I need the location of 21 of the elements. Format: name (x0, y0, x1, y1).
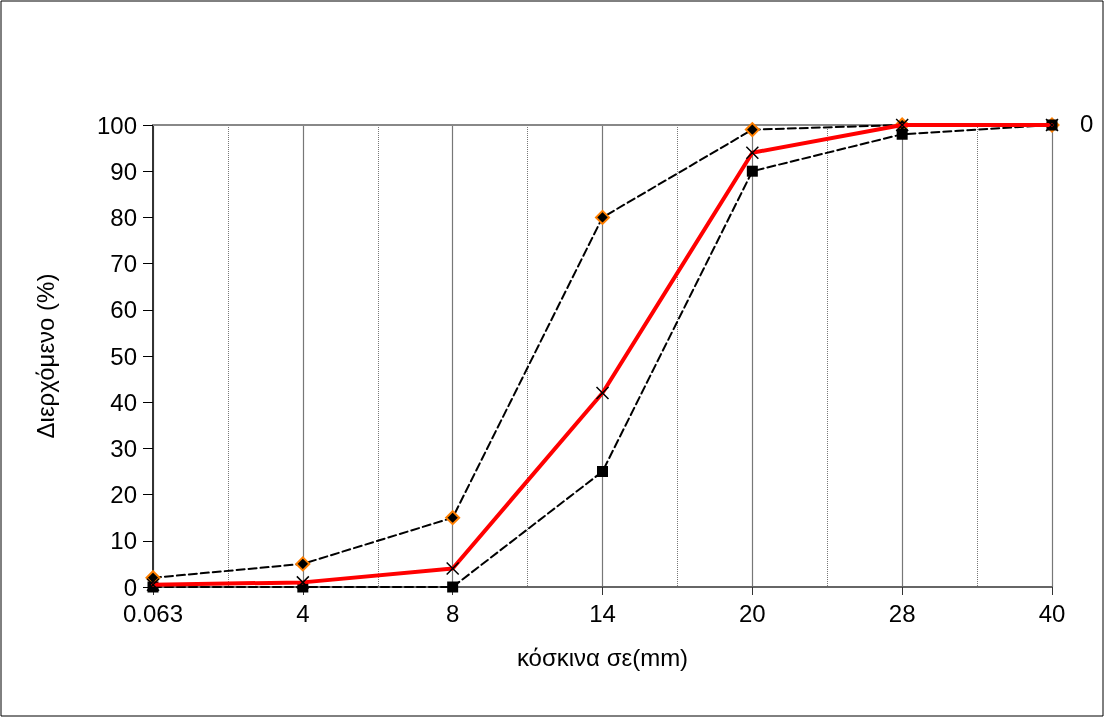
y-tick-label: 10 (110, 527, 137, 555)
y-axis-title: Διερχόμενο (%) (31, 273, 59, 439)
y-tick-label: 100 (96, 111, 137, 139)
x-axis-title: κόσκινα σε(mm) (516, 643, 689, 671)
y-tick-label: 0 (123, 573, 137, 601)
y-tick-label: 40 (110, 388, 137, 416)
y-tick-label: 70 (110, 250, 137, 278)
y-tick-label: 60 (110, 296, 137, 324)
text: 0 (1080, 109, 1094, 137)
x-tick-label: 14 (589, 599, 616, 627)
y-tick-label: 80 (110, 203, 137, 231)
x-tick-label: 8 (445, 599, 460, 627)
x-tick-label: 0.063 (122, 599, 184, 627)
y-tick-label: 90 (110, 157, 137, 185)
x-tick-label: 4 (296, 599, 310, 627)
x-tick-label: 20 (738, 599, 766, 627)
x-tick-label: 40 (1038, 599, 1066, 627)
y-tick-label: 20 (110, 481, 137, 509)
y-tick-label: 50 (110, 342, 137, 370)
x-tick-label: 28 (888, 599, 916, 627)
y-tick-label: 30 (110, 434, 137, 462)
